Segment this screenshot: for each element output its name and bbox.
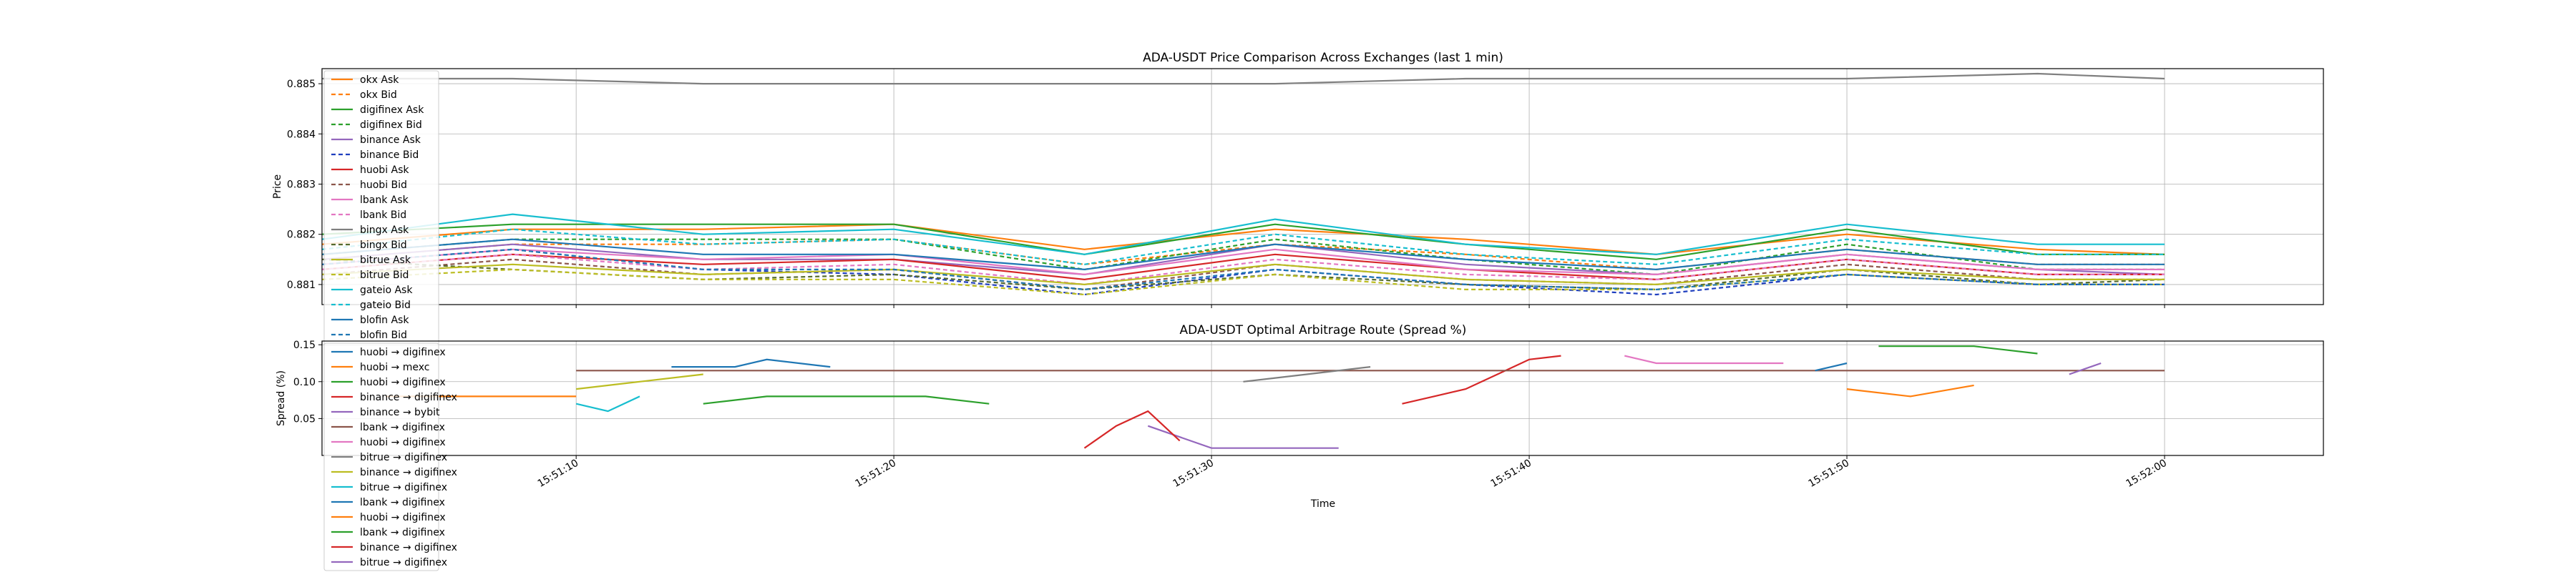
price-chart: ADA-USDT Price Comparison Across Exchang… bbox=[272, 51, 2324, 346]
spread-series-line bbox=[575, 395, 640, 413]
x-tick-label: 15:51:20 bbox=[854, 458, 898, 490]
legend-entry: gateio Bid bbox=[360, 300, 411, 311]
y-tick-label: 0.883 bbox=[287, 179, 316, 190]
legend-entry: blofin Ask bbox=[360, 315, 409, 326]
x-tick-label: 15:51:40 bbox=[1489, 458, 1533, 490]
spread-y-ticks: 0.05 0.10 0.15 bbox=[293, 340, 322, 425]
y-tick-label: 0.15 bbox=[293, 340, 316, 351]
legend-entry: bitrue Ask bbox=[360, 255, 411, 266]
price-series-line bbox=[321, 238, 2165, 271]
price-series-line bbox=[321, 253, 2165, 281]
legend-entry: huobi → digifinex bbox=[360, 347, 446, 358]
legend-entry: binance → digifinex bbox=[360, 392, 457, 403]
legend-entry: okx Bid bbox=[360, 89, 397, 101]
price-series-line bbox=[321, 263, 2165, 286]
spread-series-line bbox=[2069, 362, 2102, 375]
legend-entry: lbank → digifinex bbox=[360, 422, 445, 433]
spread-series-line bbox=[1402, 355, 1561, 405]
y-tick-label: 0.882 bbox=[287, 230, 316, 241]
spread-chart: ADA-USDT Optimal Arbitrage Route (Spread… bbox=[275, 323, 2324, 571]
y-tick-label: 0.885 bbox=[287, 79, 316, 90]
spread-series-line bbox=[1624, 355, 1784, 365]
legend-entry: lbank → digifinex bbox=[360, 527, 445, 538]
price-series bbox=[321, 72, 2165, 296]
y-tick-label: 0.881 bbox=[287, 280, 316, 291]
spread-series bbox=[385, 345, 2165, 449]
legend-entry: binance → digifinex bbox=[360, 542, 457, 553]
spread-series-line bbox=[1815, 362, 1848, 372]
spread-legend: huobi → digifinex huobi → mexc huobi → dig… bbox=[323, 342, 457, 571]
legend-entry: bitrue Bid bbox=[360, 270, 409, 281]
legend-entry: gateio Ask bbox=[360, 285, 413, 296]
price-y-label: Price bbox=[272, 174, 283, 199]
legend-entry: bitrue → digifinex bbox=[360, 452, 447, 463]
legend-entry: huobi Ask bbox=[360, 164, 409, 176]
price-grid bbox=[322, 69, 2323, 308]
price-series-line bbox=[321, 238, 2165, 271]
price-series-line bbox=[321, 213, 2165, 255]
price-series-line bbox=[321, 223, 2165, 255]
price-series-line bbox=[321, 248, 2165, 291]
x-tick-label: 15:51:50 bbox=[1807, 458, 1851, 490]
legend-entry: lbank Bid bbox=[360, 209, 406, 221]
spread-series-line bbox=[671, 358, 831, 368]
x-tick-label: 15:52:00 bbox=[2124, 458, 2169, 490]
spread-axes-frame bbox=[321, 340, 2324, 456]
legend-entry: bingx Bid bbox=[360, 240, 407, 251]
legend-entry: huobi → digifinex bbox=[360, 377, 446, 388]
legend-entry: huobi → digifinex bbox=[360, 512, 446, 523]
spread-chart-title: ADA-USDT Optimal Arbitrage Route (Spread… bbox=[1180, 323, 1467, 337]
legend-entry: binance → bybit bbox=[360, 407, 440, 418]
legend-entry: digifinex Ask bbox=[360, 104, 424, 116]
spread-series-line bbox=[576, 373, 703, 390]
legend-entry: huobi → mexc bbox=[360, 362, 429, 373]
price-legend: okx Ask okx Bid digifinex Ask digifinex Bid… bbox=[323, 70, 439, 346]
spread-series-line bbox=[1243, 366, 1371, 383]
legend-entry: huobi Bid bbox=[360, 179, 407, 191]
price-series-line bbox=[321, 253, 2165, 286]
spread-x-ticks: 15:51:10 15:51:20 15:51:30 15:51:40 15:51:50… bbox=[536, 458, 2169, 490]
legend-entry: huobi → digifinex bbox=[360, 437, 446, 448]
legend-entry: binance Bid bbox=[360, 149, 419, 161]
price-axes-frame bbox=[321, 68, 2324, 305]
legend-entry: okx Ask bbox=[360, 74, 399, 86]
y-tick-label: 0.05 bbox=[293, 413, 316, 425]
legend-entry: blofin Bid bbox=[360, 330, 407, 341]
y-tick-label: 0.884 bbox=[287, 129, 316, 140]
spread-y-label: Spread (%) bbox=[275, 370, 287, 426]
spread-grid bbox=[322, 341, 2323, 459]
y-tick-label: 0.10 bbox=[293, 377, 316, 388]
legend-entry: digifinex Bid bbox=[360, 119, 422, 131]
x-tick-label: 15:51:30 bbox=[1171, 458, 1216, 490]
price-series-line bbox=[321, 268, 2165, 296]
legend-entry: bitrue → digifinex bbox=[360, 482, 447, 493]
spread-series-line bbox=[1846, 384, 1974, 398]
price-series-line bbox=[321, 258, 2165, 291]
price-y-ticks: 0.881 0.882 0.883 0.884 0.885 bbox=[287, 79, 322, 291]
legend-entry: binance → digifinex bbox=[360, 467, 457, 478]
spread-series-line bbox=[1147, 425, 1339, 449]
spread-series-line bbox=[703, 395, 990, 405]
legend-entry: lbank Ask bbox=[360, 194, 409, 206]
price-series-line bbox=[321, 248, 2165, 276]
legend-entry: bingx Ask bbox=[360, 225, 409, 236]
spread-series-line bbox=[1083, 410, 1181, 449]
price-series-line bbox=[321, 238, 2165, 276]
spread-series-line bbox=[1878, 345, 2038, 355]
price-series-line bbox=[322, 72, 2165, 85]
x-tick-label: 15:51:10 bbox=[536, 458, 580, 490]
price-series-line bbox=[321, 228, 2165, 265]
legend-entry: binance Ask bbox=[360, 134, 421, 146]
legend-box bbox=[323, 342, 439, 571]
legend-entry: bitrue → digifinex bbox=[360, 557, 447, 568]
spread-x-label: Time bbox=[1310, 498, 1335, 510]
price-chart-title: ADA-USDT Price Comparison Across Exchang… bbox=[1143, 51, 1503, 65]
legend-entry: lbank → digifinex bbox=[360, 497, 445, 508]
price-series-line bbox=[321, 223, 2165, 260]
